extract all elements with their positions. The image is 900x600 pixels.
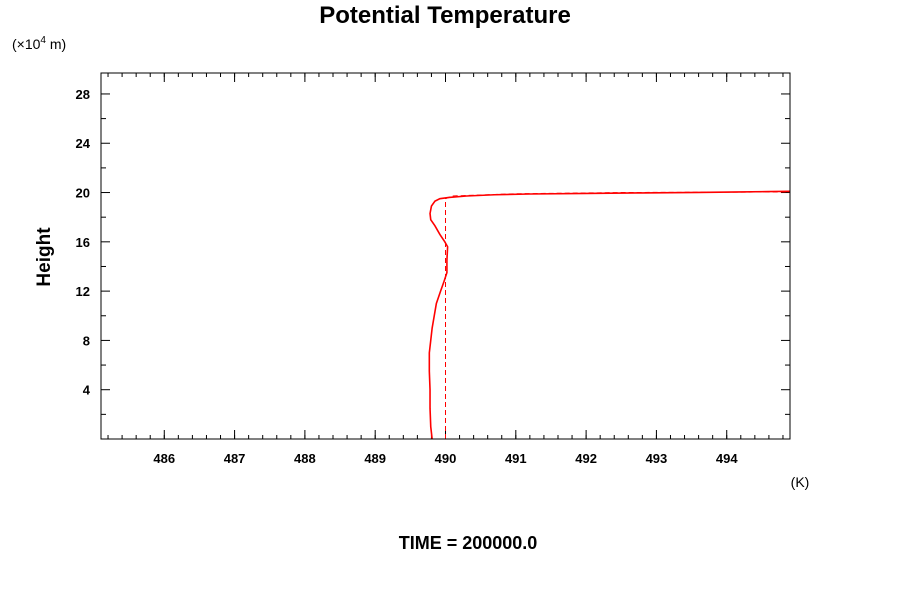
- x-tick-label: 488: [294, 451, 316, 466]
- x-tick-label: 491: [505, 451, 527, 466]
- x-tick-label: 489: [364, 451, 386, 466]
- y-tick-label: 8: [83, 333, 90, 348]
- series-layer: [428, 190, 791, 440]
- y-axis-title: Height: [34, 227, 55, 287]
- y-axis-unit: (×104 m): [12, 35, 66, 52]
- x-tick-label: 492: [575, 451, 597, 466]
- x-tick-label: 486: [153, 451, 175, 466]
- x-tick-label: 493: [646, 451, 668, 466]
- x-axis-unit: (K): [791, 474, 810, 490]
- series-line-dashed: [445, 191, 791, 439]
- plot-frame: [100, 72, 791, 440]
- y-tick-label: 12: [76, 284, 90, 299]
- y-tick-label: 4: [83, 383, 91, 398]
- time-label: TIME = 200000.0: [399, 533, 538, 553]
- y-tick-label: 20: [76, 186, 90, 201]
- x-tick-label: 490: [435, 451, 457, 466]
- axis-ticks: [101, 73, 790, 439]
- axis-tick-labels: 486 487 488 489 490 491 492 493 494 4 8 12 16 20 24 28: [76, 87, 739, 466]
- y-tick-label: 24: [76, 136, 91, 151]
- chart-title: Potential Temperature: [319, 2, 571, 29]
- series-line-solid: [428, 190, 791, 440]
- y-tick-label: 16: [76, 235, 90, 250]
- x-tick-label: 494: [716, 451, 738, 466]
- y-tick-label: 28: [76, 87, 90, 102]
- x-tick-label: 487: [224, 451, 246, 466]
